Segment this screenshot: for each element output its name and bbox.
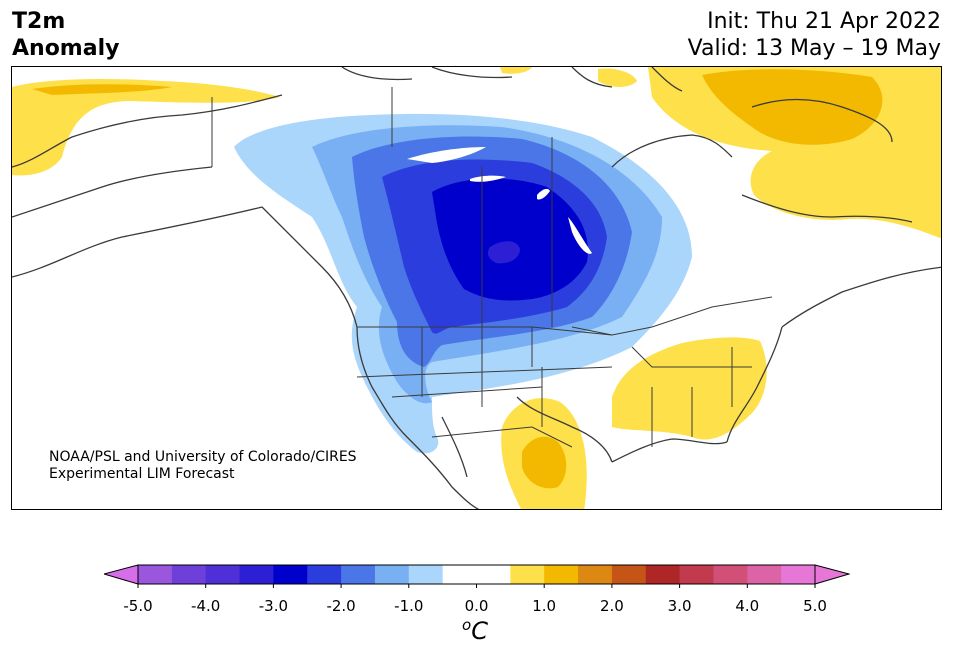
colorbar-tick-label: -2.0 — [326, 597, 356, 615]
colorbar-bin-8 — [408, 565, 444, 584]
colorbar-arrow-outline-low — [104, 564, 139, 585]
warm-region-arctic-strip — [500, 67, 532, 74]
colorbar-tick-label: 4.0 — [735, 597, 760, 615]
colorbar — [104, 564, 850, 588]
colorbar-bin-15 — [679, 565, 714, 584]
credit-line-1: NOAA/PSL and University of Colorado/CIRE… — [49, 449, 357, 465]
warm-core-alaska — [32, 84, 172, 95]
colorbar-bin-2 — [205, 565, 241, 584]
colorbar-bin-13 — [611, 565, 647, 584]
unit-letter: C — [471, 617, 488, 645]
great-slave-lake — [470, 175, 506, 182]
colorbar-bin-1 — [171, 565, 207, 584]
init-date: Init: Thu 21 Apr 2022 — [707, 9, 941, 34]
title-line-2: Anomaly — [12, 36, 120, 61]
colorbar-tick-label: 1.0 — [532, 597, 557, 615]
colorbar-ticks — [137, 584, 816, 588]
colorbar-bin-0 — [138, 565, 173, 584]
warm-core-northeast — [702, 69, 883, 145]
colorbar-bin-16 — [713, 565, 748, 584]
colorbar-bin-3 — [239, 565, 274, 584]
title-line-1: T2m — [12, 9, 66, 34]
colorbar-extend-high — [815, 565, 849, 584]
warm-region-arctic-islands — [598, 68, 637, 87]
cold-region-level-6 — [488, 241, 520, 264]
colorbar-bin-7 — [374, 565, 410, 584]
colorbar-tick-label: -4.0 — [191, 597, 221, 615]
colorbar-tick-label: -5.0 — [123, 597, 153, 615]
colorbar-bin-9 — [442, 565, 511, 584]
credit-line-2: Experimental LIM Forecast — [49, 466, 235, 482]
cold-region-level-5 — [432, 178, 588, 301]
colorbar-tick-label: 5.0 — [803, 597, 827, 615]
warm-core-texas — [522, 436, 567, 489]
colorbar-bin-18 — [781, 565, 816, 584]
colorbar-tick-label: -3.0 — [258, 597, 289, 615]
anomaly-map — [12, 67, 941, 509]
warm-region-alaska — [12, 79, 280, 176]
colorbar-bin-6 — [341, 565, 376, 584]
map-title: T2m Anomaly — [12, 8, 119, 62]
unit-degree: o — [462, 616, 472, 634]
great-bear-lake — [407, 147, 486, 163]
colorbar-bin-5 — [307, 565, 342, 584]
colorbar-bin-11 — [544, 565, 579, 584]
map-panel — [11, 66, 942, 510]
colorbar-bin-17 — [747, 565, 782, 584]
colorbar-bins — [138, 565, 816, 584]
colorbar-bin-10 — [510, 565, 545, 584]
colorbar-arrow-outline-high — [814, 564, 850, 585]
colorbar-bin-4 — [273, 565, 308, 584]
credit-text: NOAA/PSL and University of Colorado/CIRE… — [49, 449, 357, 483]
colorbar-extend-low — [104, 565, 138, 584]
colorbar-tick-label: 2.0 — [599, 597, 624, 615]
colorbar-tick-label: 0.0 — [464, 597, 489, 615]
political-borders — [211, 87, 773, 448]
valid-range: Valid: 13 May – 19 May — [687, 36, 941, 61]
colorbar-bin-14 — [645, 565, 681, 584]
lake-athabasca — [537, 188, 550, 200]
coastlines — [12, 67, 941, 509]
warm-region-southeast-us — [612, 337, 767, 440]
colorbar-tick-label: -1.0 — [394, 597, 424, 615]
colorbar-unit: oC — [462, 616, 488, 645]
colorbar-bin-12 — [578, 565, 613, 584]
forecast-dates: Init: Thu 21 Apr 2022 Valid: 13 May – 19… — [688, 8, 941, 62]
lake-winnipeg — [568, 217, 592, 254]
colorbar-tick-label: 3.0 — [667, 597, 692, 615]
